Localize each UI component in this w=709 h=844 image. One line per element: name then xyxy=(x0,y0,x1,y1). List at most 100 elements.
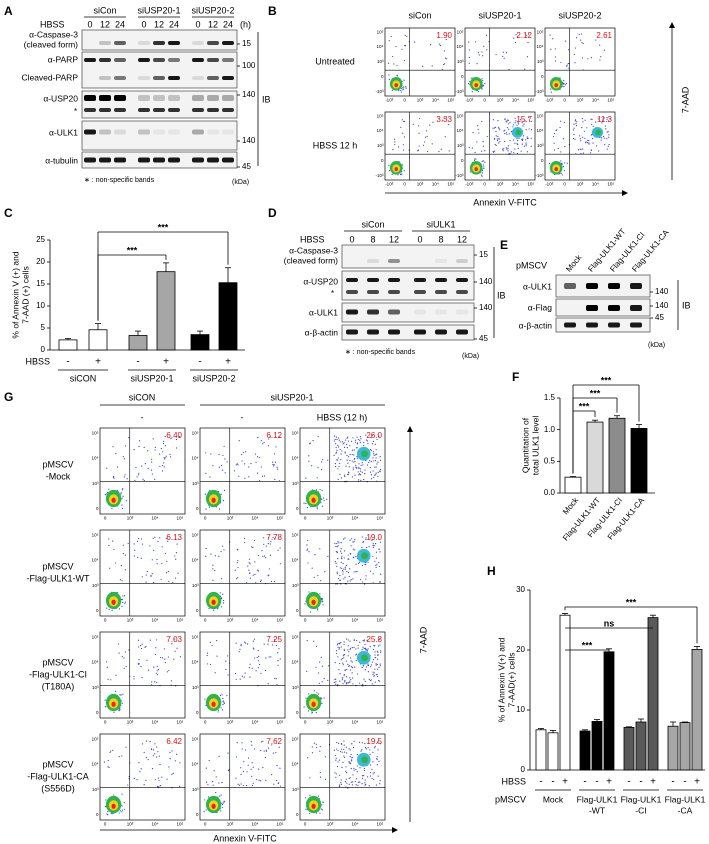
event-dot xyxy=(361,777,364,780)
event-dot xyxy=(359,781,361,783)
event-dot xyxy=(340,659,342,661)
event-dot xyxy=(269,543,271,545)
event-dot xyxy=(374,656,376,659)
blot-band xyxy=(99,157,111,163)
event-dot xyxy=(176,753,178,755)
event-dot xyxy=(402,89,404,91)
flow-tick-label: 0 xyxy=(196,710,199,715)
event-dot xyxy=(147,759,149,761)
event-dot xyxy=(360,750,362,752)
event-dot xyxy=(315,712,317,714)
lane-label: 0 xyxy=(417,234,422,244)
event-dot xyxy=(277,782,279,785)
event-dot xyxy=(444,57,447,59)
event-dot xyxy=(560,160,562,162)
event-dot xyxy=(251,546,253,548)
blot-band xyxy=(586,283,598,289)
event-dot xyxy=(149,740,151,743)
event-dot xyxy=(207,784,209,786)
event-dot xyxy=(239,678,241,680)
blot-band xyxy=(153,95,165,101)
quadrant-percent: 3.33 xyxy=(436,115,452,124)
flow-tick-label: 10⁵ xyxy=(192,736,199,741)
blot-band xyxy=(608,283,620,289)
event-dot xyxy=(402,88,405,90)
flow-tick-label: 0 xyxy=(461,158,464,163)
event-dot xyxy=(582,136,584,138)
event-dot xyxy=(335,678,337,680)
event-dot xyxy=(320,808,322,810)
event-dot xyxy=(263,543,265,545)
flow-tick-label: 0 xyxy=(541,158,544,163)
event-dot xyxy=(550,91,552,93)
event-dot xyxy=(327,679,329,681)
density-core xyxy=(595,129,601,136)
event-dot xyxy=(401,88,403,90)
event-dot xyxy=(136,540,139,542)
event-dot xyxy=(502,55,504,57)
event-dot xyxy=(221,709,224,711)
flow-tick-label: 10⁵ xyxy=(192,532,199,537)
event-dot xyxy=(346,752,348,754)
event-dot xyxy=(359,641,361,643)
blot-band xyxy=(207,76,219,80)
event-dot xyxy=(525,143,527,145)
event-dot xyxy=(552,135,555,138)
blot-band xyxy=(138,58,150,62)
event-dot xyxy=(311,752,314,754)
event-dot xyxy=(118,652,120,654)
bar xyxy=(647,617,659,771)
event-dot xyxy=(176,543,178,545)
event-dot xyxy=(109,567,111,569)
arrow-head xyxy=(407,426,413,432)
event-dot xyxy=(355,648,357,650)
flow-tick-label: 10⁵ xyxy=(292,430,299,435)
event-dot xyxy=(178,785,181,787)
event-dot xyxy=(251,784,253,786)
event-dot xyxy=(221,597,223,599)
event-dot xyxy=(238,784,241,786)
event-dot xyxy=(255,670,257,672)
event-dot xyxy=(516,36,519,38)
event-dot xyxy=(345,778,347,780)
event-dot xyxy=(369,646,371,648)
event-dot xyxy=(550,48,552,50)
event-dot xyxy=(504,129,506,131)
event-dot xyxy=(440,148,443,150)
event-dot xyxy=(335,443,337,445)
event-dot xyxy=(351,661,353,663)
event-dot xyxy=(121,809,124,811)
flow-tick-label: 10⁵ xyxy=(447,182,454,187)
event-dot xyxy=(341,569,344,572)
event-dot xyxy=(530,145,532,147)
event-dot xyxy=(369,467,371,469)
event-dot xyxy=(379,581,382,583)
event-dot xyxy=(217,709,219,711)
event-dot xyxy=(151,458,153,460)
event-dot xyxy=(248,562,250,564)
event-dot xyxy=(566,65,568,67)
event-dot xyxy=(235,777,237,779)
event-dot xyxy=(265,750,268,752)
event-dot xyxy=(394,138,396,140)
event-dot xyxy=(590,118,592,120)
blot-band xyxy=(84,58,96,62)
event-dot xyxy=(563,86,565,88)
event-dot xyxy=(253,539,256,541)
row-label: pMSCV xyxy=(495,794,526,804)
event-dot xyxy=(348,466,350,468)
flow-tick-label: 0 xyxy=(403,182,406,187)
event-dot xyxy=(379,779,381,782)
event-dot xyxy=(373,476,375,479)
event-dot xyxy=(121,598,124,600)
event-dot xyxy=(523,135,525,137)
event-dot xyxy=(316,477,318,479)
event-dot xyxy=(482,141,484,143)
blot-band xyxy=(114,95,126,101)
event-dot xyxy=(252,782,254,784)
event-dot xyxy=(240,773,242,775)
event-dot xyxy=(365,578,367,580)
event-dot xyxy=(222,545,224,547)
event-dot xyxy=(274,453,276,455)
event-dot xyxy=(138,537,140,540)
